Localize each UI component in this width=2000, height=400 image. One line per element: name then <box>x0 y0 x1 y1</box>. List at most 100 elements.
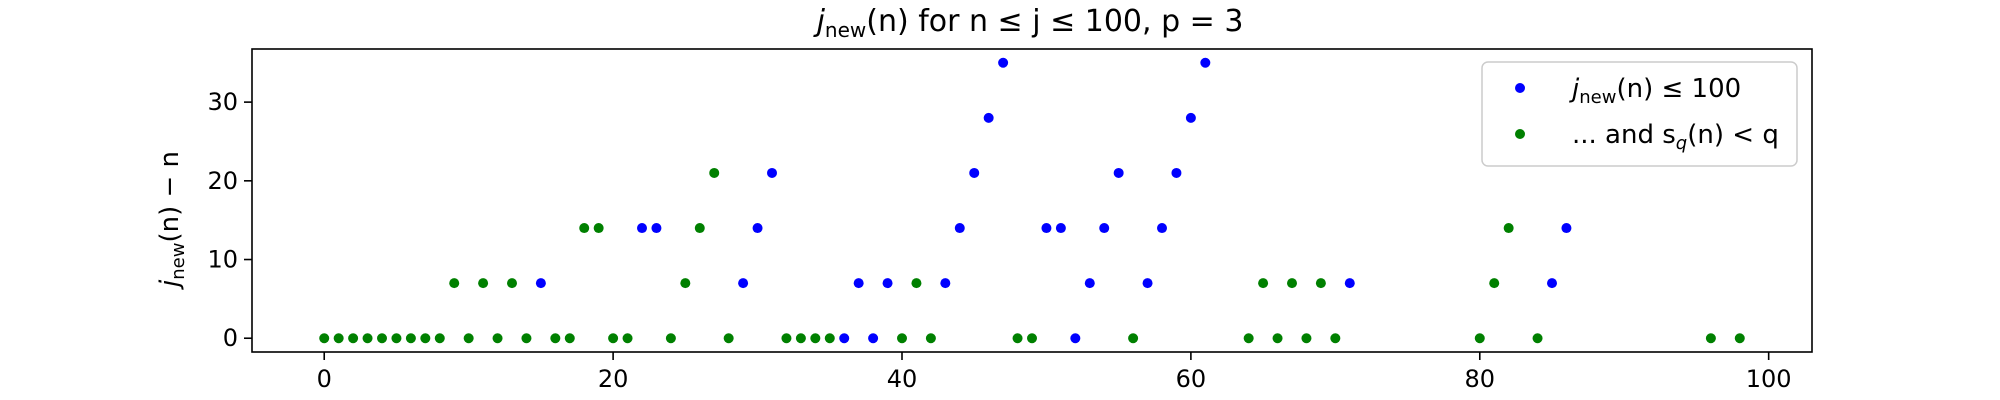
data-point-series-2 <box>925 333 936 344</box>
data-point-series-2 <box>680 278 691 289</box>
legend-label-series-2: ... and sq(n) < q <box>1572 120 1779 154</box>
data-point-series-1 <box>651 223 662 234</box>
data-point-series-2 <box>478 278 489 289</box>
data-point-series-2 <box>521 333 532 344</box>
y-axis-label: jnew(n) − n <box>155 151 189 290</box>
data-point-series-2 <box>1330 333 1341 344</box>
data-point-series-2 <box>1272 333 1283 344</box>
data-point-series-1 <box>868 333 879 344</box>
data-point-series-2 <box>492 333 503 344</box>
data-point-series-1 <box>767 167 777 178</box>
data-point-series-1 <box>954 223 965 234</box>
data-point-series-1 <box>738 278 749 289</box>
data-point-series-1 <box>1344 278 1355 289</box>
x-tick-label: 0 <box>317 365 332 393</box>
data-point-series-1 <box>1547 278 1557 289</box>
data-point-series-2 <box>1503 223 1514 234</box>
data-point-series-2 <box>1315 278 1326 289</box>
data-point-series-2 <box>911 278 922 289</box>
legend-box <box>1481 61 1798 167</box>
data-point-series-1 <box>1561 223 1572 234</box>
data-point-series-2 <box>694 223 705 234</box>
data-point-series-1 <box>535 278 546 289</box>
x-tick-label: 80 <box>1465 365 1496 393</box>
data-point-series-2 <box>420 333 431 344</box>
x-tick-label: 40 <box>887 365 918 393</box>
y-axis-ticks: 0 10 20 30 <box>207 88 252 352</box>
data-point-series-2 <box>319 333 330 344</box>
data-point-series-2 <box>1243 333 1254 344</box>
data-point-series-2 <box>507 278 517 289</box>
data-point-series-2 <box>810 333 821 344</box>
data-point-series-1 <box>1041 223 1052 234</box>
data-point-series-2 <box>550 333 561 344</box>
data-point-series-2 <box>593 223 604 234</box>
data-point-series-2 <box>1301 333 1312 344</box>
y-tick-label: 10 <box>207 246 238 274</box>
chart-title: jnew(n) for n ≤ j ≤ 100, p = 3 <box>813 4 1244 42</box>
data-points <box>319 57 1745 344</box>
data-point-series-2 <box>1012 333 1023 344</box>
data-point-series-1 <box>839 333 850 344</box>
y-tick-label: 20 <box>207 167 238 195</box>
y-tick-label: 0 <box>223 324 238 352</box>
data-point-series-1 <box>983 112 994 123</box>
legend-marker-series-1 <box>1515 83 1525 93</box>
data-point-series-2 <box>1258 278 1269 289</box>
data-point-series-1 <box>998 57 1009 68</box>
data-point-series-1 <box>1084 278 1095 289</box>
data-point-series-2 <box>1734 333 1745 344</box>
data-point-series-2 <box>1705 333 1716 344</box>
data-point-series-1 <box>940 278 951 289</box>
data-point-series-2 <box>362 333 373 344</box>
data-point-series-2 <box>564 333 575 344</box>
data-point-series-2 <box>608 333 619 344</box>
data-point-series-2 <box>1027 333 1037 344</box>
data-point-series-1 <box>1171 167 1182 178</box>
data-point-series-1 <box>637 223 647 234</box>
data-point-series-2 <box>333 333 344 344</box>
data-point-series-2 <box>1489 278 1500 289</box>
data-point-series-1 <box>1200 57 1211 68</box>
data-point-series-1 <box>1070 333 1081 344</box>
data-point-series-2 <box>824 333 835 344</box>
legend-marker-series-2 <box>1515 129 1525 139</box>
data-point-series-2 <box>622 333 633 344</box>
data-point-series-2 <box>405 333 416 344</box>
data-point-series-1 <box>1099 223 1110 234</box>
data-point-series-2 <box>579 223 590 234</box>
data-point-series-2 <box>1532 333 1543 344</box>
data-point-series-2 <box>897 333 907 344</box>
data-point-series-2 <box>377 333 387 344</box>
y-tick-label: 30 <box>207 88 238 116</box>
legend-label-series-1: jnew(n) ≤ 100 <box>1569 74 1741 108</box>
x-tick-label: 100 <box>1746 365 1792 393</box>
data-point-series-2 <box>463 333 474 344</box>
data-point-series-2 <box>665 333 676 344</box>
data-point-series-1 <box>752 223 763 234</box>
data-point-series-2 <box>1128 333 1139 344</box>
data-point-series-2 <box>795 333 806 344</box>
data-point-series-1 <box>1157 223 1167 234</box>
data-point-series-2 <box>709 167 720 178</box>
plot-area-frame <box>251 48 1813 353</box>
data-point-series-1 <box>1113 167 1124 178</box>
data-point-series-1 <box>1055 223 1066 234</box>
x-tick-label: 20 <box>598 365 629 393</box>
data-point-series-1 <box>853 278 864 289</box>
data-point-series-2 <box>1287 278 1297 289</box>
legend: jnew(n) ≤ 100 ... and sq(n) < q <box>1481 61 1798 167</box>
data-point-series-2 <box>348 333 359 344</box>
data-point-series-1 <box>882 278 893 289</box>
data-point-series-1 <box>969 167 980 178</box>
data-point-series-2 <box>723 333 734 344</box>
data-point-series-2 <box>434 333 445 344</box>
data-point-series-2 <box>391 333 402 344</box>
data-point-series-2 <box>1474 333 1485 344</box>
data-point-series-1 <box>1185 112 1196 123</box>
data-point-series-2 <box>781 333 792 344</box>
data-point-series-1 <box>1142 278 1153 289</box>
x-tick-label: 60 <box>1176 365 1207 393</box>
x-axis-ticks: 0 20 40 60 80 100 <box>317 352 1792 393</box>
